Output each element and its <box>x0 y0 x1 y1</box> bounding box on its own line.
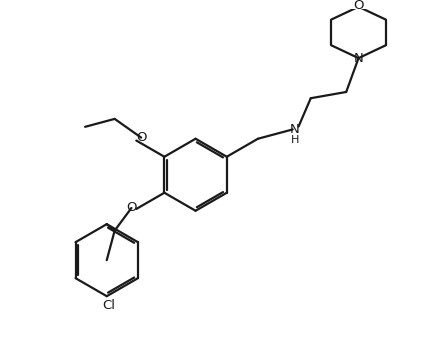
Text: O: O <box>136 131 146 144</box>
Text: N: N <box>290 123 300 136</box>
Text: O: O <box>126 201 137 214</box>
Text: O: O <box>353 0 364 12</box>
Text: H: H <box>291 135 299 145</box>
Text: Cl: Cl <box>102 299 115 313</box>
Text: N: N <box>354 52 363 65</box>
